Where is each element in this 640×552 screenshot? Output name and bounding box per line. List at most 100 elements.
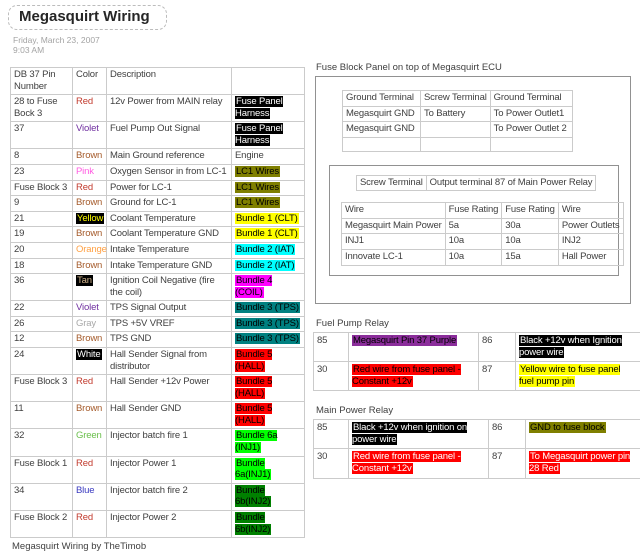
wire-color-value: Red <box>76 96 93 107</box>
ground-table-header-cell: Screw Terminal <box>421 91 491 107</box>
relay-wire-label: Black +12v when Ignition power wire <box>519 335 622 358</box>
bundle-label: Bundle 6a (INJ1) <box>235 430 277 453</box>
wire-color-cell: Gray <box>73 316 107 332</box>
wire-color-cell: Red <box>73 510 107 537</box>
wire-color-cell: White <box>73 347 107 374</box>
bundle-label: Bundle 6a(INJ1) <box>235 458 271 481</box>
wire-color-value: Brown <box>76 333 102 344</box>
relay-pin-cell: 87 <box>479 362 516 391</box>
ground-table-header-cell: Ground Terminal <box>490 91 572 107</box>
main-power-relay-label: Main Power Relay <box>316 405 640 416</box>
wire-color-cell: Brown <box>73 258 107 274</box>
description-cell: Main Ground reference <box>107 149 232 165</box>
page-title-outline: Megasquirt Wiring <box>8 5 167 30</box>
bundle-label: Engine <box>235 150 264 161</box>
bundle-label: Bundle 2 (IAT) <box>235 260 295 271</box>
bundle-cell: Bundle 1 (CLT) <box>232 211 305 227</box>
fuse-table-cell: 15a <box>502 250 559 266</box>
pin-number-cell: 24 <box>11 347 73 374</box>
bundle-label: Bundle 5 (HALL) <box>235 403 272 426</box>
wire-color-cell: Brown <box>73 227 107 243</box>
relay-wire-label: Red wire from fuse panel - Constant +12v <box>352 364 461 387</box>
bundle-label: Fuse Panel Harness <box>235 96 283 119</box>
wire-color-value: Red <box>76 512 93 523</box>
description-cell: Intake Temperature GND <box>107 258 232 274</box>
wire-color-cell: Brown <box>73 332 107 348</box>
bundle-cell: Fuse Panel Harness <box>232 95 305 122</box>
bundle-cell: Bundle 5 (HALL) <box>232 347 305 374</box>
relay-wire-label: GND to fuse block <box>529 422 606 433</box>
wire-color-cell: Green <box>73 429 107 456</box>
bundle-cell: Bundle 3 (TPS) <box>232 316 305 332</box>
relay-wire-label: Yellow wire to fuse panel fuel pump pin <box>519 364 620 387</box>
bundle-label: Bundle 1 (CLT) <box>235 228 299 239</box>
description-cell: Oxygen Sensor in from LC-1 <box>107 165 232 181</box>
page-time: 9:03 AM <box>13 45 44 55</box>
relay-pin-cell: 30 <box>314 449 349 478</box>
fuse-table-cell: 10a <box>445 250 502 266</box>
relay-wire-cell: Red wire from fuse panel - Constant +12v <box>349 449 489 478</box>
bundle-cell: LC1 Wires <box>232 165 305 181</box>
pin-number-cell: Fuse Block 3 <box>11 375 73 402</box>
wire-color-cell: Pink <box>73 165 107 181</box>
pin-table-header-cell: Description <box>107 68 232 95</box>
wire-color-value: Yellow <box>76 213 104 224</box>
fuse-table-cell: 30a <box>502 218 559 234</box>
wire-color-value: Brown <box>76 197 102 208</box>
bundle-label: Bundle 5 (HALL) <box>235 376 272 399</box>
ground-table-cell <box>490 137 572 151</box>
attribution-text: Megasquirt Wiring by TheTimob <box>10 541 304 552</box>
bundle-cell: Bundle 2 (IAT) <box>232 258 305 274</box>
description-cell: Fuel Pump Out Signal <box>107 122 232 149</box>
fuse-table-header-cell: Wire <box>558 203 623 219</box>
ground-table-cell <box>343 137 421 151</box>
pin-number-cell: 26 <box>11 316 73 332</box>
screw-table-cell: Screw Terminal <box>357 175 427 191</box>
relay-wire-cell: Red wire from fuse panel - Constant +12v <box>349 362 479 391</box>
page-date: Friday, March 23, 2007 <box>13 35 100 45</box>
bundle-cell: LC1 Wires <box>232 196 305 212</box>
wire-color-cell: Red <box>73 180 107 196</box>
description-cell: Hall Sender +12v Power <box>107 375 232 402</box>
bundle-label: Bundle 3 (TPS) <box>235 318 300 329</box>
description-cell: Hall Sender GND <box>107 402 232 429</box>
relay-wire-cell: To Megasquirt power pin 28 Red <box>526 449 640 478</box>
relay-pin-cell: 85 <box>314 333 349 362</box>
pin-number-cell: 11 <box>11 402 73 429</box>
bundle-label: Bundle 2 (IAT) <box>235 244 295 255</box>
wire-color-cell: Tan <box>73 274 107 301</box>
wire-color-value: Orange <box>76 244 107 255</box>
bundle-cell: Bundle 6a(INJ1) <box>232 456 305 483</box>
wire-color-cell: Blue <box>73 483 107 510</box>
bundle-label: Bundle 3 (TPS) <box>235 333 300 344</box>
bundle-cell: Fuse Panel Harness <box>232 122 305 149</box>
bundle-cell: Bundle 3 (TPS) <box>232 301 305 317</box>
bundle-label: LC1 Wires <box>235 197 280 208</box>
fuel-pump-relay-label: Fuel Pump Relay <box>316 318 640 329</box>
pin-number-cell: 9 <box>11 196 73 212</box>
bundle-label: Fuse Panel Harness <box>235 123 283 146</box>
pin-number-cell: 23 <box>11 165 73 181</box>
pin-number-cell: Fuse Block 1 <box>11 456 73 483</box>
fuse-table-header-cell: Fuse Rating <box>502 203 559 219</box>
